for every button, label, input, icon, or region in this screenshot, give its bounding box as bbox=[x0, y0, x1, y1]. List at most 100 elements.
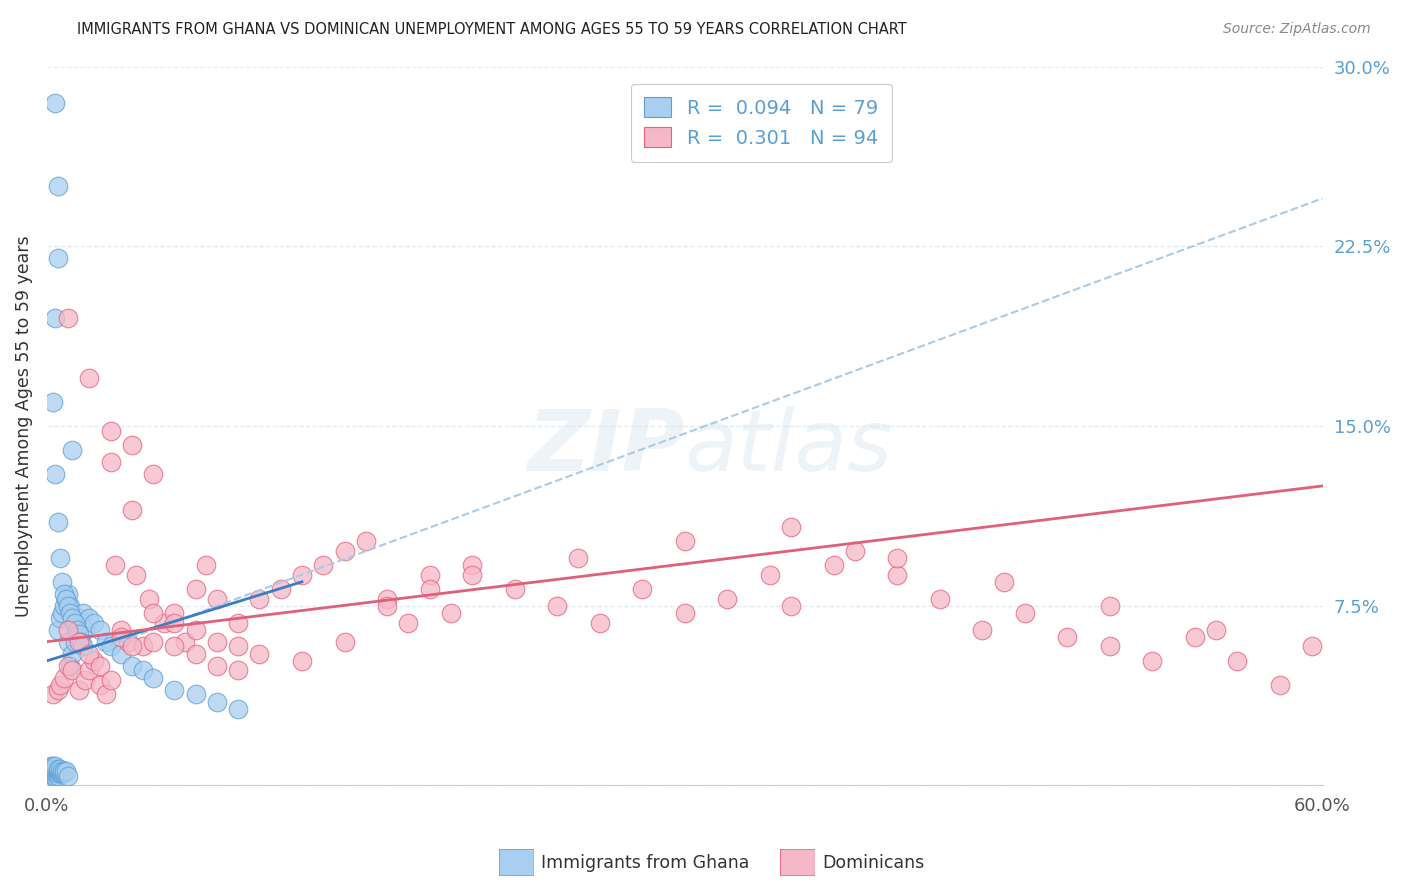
Point bbox=[121, 640, 143, 654]
Point bbox=[142, 606, 165, 620]
Point bbox=[226, 615, 249, 630]
Point bbox=[1056, 630, 1078, 644]
Point bbox=[44, 771, 66, 785]
Point bbox=[1142, 654, 1164, 668]
Point bbox=[163, 615, 186, 630]
Point bbox=[79, 371, 101, 385]
Point bbox=[195, 558, 218, 572]
Point bbox=[79, 647, 101, 661]
Point bbox=[63, 615, 86, 630]
Point bbox=[52, 599, 75, 613]
Point bbox=[96, 687, 118, 701]
Point bbox=[153, 615, 176, 630]
Point bbox=[60, 442, 83, 457]
Point bbox=[716, 591, 738, 606]
Point bbox=[46, 179, 69, 194]
Point bbox=[59, 606, 82, 620]
Point bbox=[46, 762, 69, 776]
Point bbox=[291, 654, 314, 668]
Point bbox=[52, 587, 75, 601]
Text: Dominicans: Dominicans bbox=[823, 855, 925, 872]
Legend: R =  0.094   N = 79, R =  0.301   N = 94: R = 0.094 N = 79, R = 0.301 N = 94 bbox=[631, 84, 891, 161]
Point bbox=[100, 640, 122, 654]
Point bbox=[39, 764, 62, 778]
Point bbox=[354, 534, 377, 549]
Point bbox=[993, 574, 1015, 589]
Point bbox=[42, 766, 65, 780]
Point bbox=[184, 623, 207, 637]
Point bbox=[51, 766, 73, 780]
Point bbox=[125, 567, 148, 582]
Point bbox=[42, 687, 65, 701]
Point bbox=[205, 695, 228, 709]
Point bbox=[39, 766, 62, 780]
Point bbox=[48, 764, 70, 778]
Point bbox=[79, 611, 101, 625]
Point bbox=[184, 687, 207, 701]
Point bbox=[1205, 623, 1227, 637]
Point bbox=[48, 762, 70, 776]
Point bbox=[333, 543, 356, 558]
Point bbox=[104, 558, 127, 572]
Point bbox=[131, 640, 153, 654]
Point bbox=[67, 682, 90, 697]
Point bbox=[121, 658, 143, 673]
Point bbox=[163, 640, 186, 654]
Point bbox=[205, 658, 228, 673]
Point bbox=[56, 769, 79, 783]
Point bbox=[67, 627, 90, 641]
Point bbox=[56, 311, 79, 326]
Point bbox=[440, 606, 463, 620]
Point bbox=[46, 766, 69, 780]
Point bbox=[46, 769, 69, 783]
Text: ZIP: ZIP bbox=[527, 406, 685, 489]
Point bbox=[44, 311, 66, 326]
Point bbox=[110, 623, 132, 637]
Point bbox=[70, 615, 93, 630]
Text: IMMIGRANTS FROM GHANA VS DOMINICAN UNEMPLOYMENT AMONG AGES 55 TO 59 YEARS CORREL: IMMIGRANTS FROM GHANA VS DOMINICAN UNEMP… bbox=[77, 22, 907, 37]
Point bbox=[42, 395, 65, 409]
Point bbox=[46, 252, 69, 266]
Point bbox=[55, 591, 77, 606]
Point bbox=[44, 769, 66, 783]
Text: atlas: atlas bbox=[685, 406, 893, 489]
Point bbox=[52, 764, 75, 778]
Point bbox=[39, 762, 62, 776]
Point bbox=[226, 702, 249, 716]
Point bbox=[46, 682, 69, 697]
Point bbox=[972, 623, 994, 637]
Point bbox=[39, 759, 62, 773]
Point bbox=[59, 658, 82, 673]
Point bbox=[567, 550, 589, 565]
Point bbox=[56, 658, 79, 673]
Point bbox=[44, 467, 66, 481]
Point bbox=[75, 623, 97, 637]
Point bbox=[1301, 640, 1323, 654]
Point bbox=[42, 764, 65, 778]
Point bbox=[110, 647, 132, 661]
Point bbox=[461, 567, 484, 582]
Point bbox=[56, 599, 79, 613]
Point bbox=[780, 519, 803, 533]
Point bbox=[461, 558, 484, 572]
Point bbox=[758, 567, 780, 582]
Point bbox=[589, 615, 612, 630]
Point bbox=[117, 634, 139, 648]
Point bbox=[42, 762, 65, 776]
Point bbox=[44, 764, 66, 778]
Point bbox=[96, 634, 118, 648]
Point bbox=[249, 591, 271, 606]
Point bbox=[79, 664, 101, 678]
Point bbox=[138, 591, 160, 606]
Point bbox=[249, 647, 271, 661]
Point bbox=[83, 654, 105, 668]
Point bbox=[83, 615, 105, 630]
Point bbox=[844, 543, 866, 558]
Point bbox=[1268, 678, 1291, 692]
Point bbox=[142, 671, 165, 685]
Point bbox=[48, 766, 70, 780]
Point bbox=[89, 623, 111, 637]
Point bbox=[396, 615, 419, 630]
Point bbox=[100, 455, 122, 469]
Y-axis label: Unemployment Among Ages 55 to 59 years: Unemployment Among Ages 55 to 59 years bbox=[15, 235, 32, 617]
